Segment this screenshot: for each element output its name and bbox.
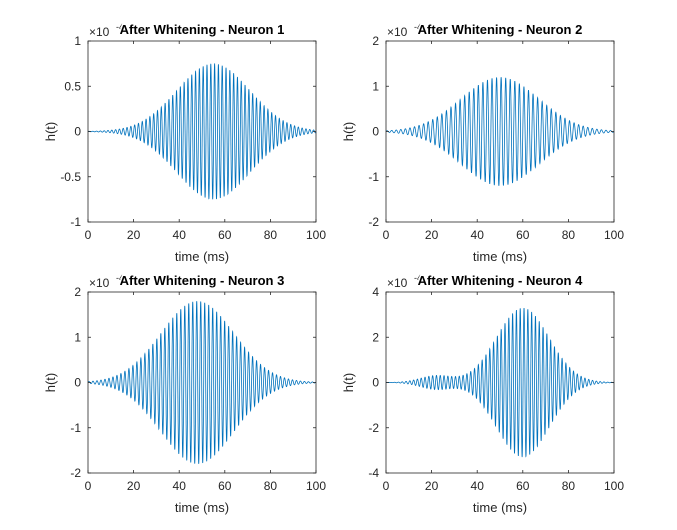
x-tick-label: 80 bbox=[562, 479, 576, 493]
x-tick-label: 0 bbox=[383, 479, 390, 493]
x-tick-label: 60 bbox=[218, 479, 232, 493]
x-axis-label: time (ms) bbox=[473, 500, 527, 515]
y-tick-label: -2 bbox=[368, 421, 379, 435]
x-tick-label: 40 bbox=[471, 479, 485, 493]
subplot-title: After Whitening - Neuron 3 bbox=[120, 273, 285, 288]
y-tick-label: -1 bbox=[70, 215, 81, 229]
y-axis-label: h(t) bbox=[43, 373, 58, 393]
y-exponent-label: ×10 bbox=[387, 276, 408, 290]
x-axis-label: time (ms) bbox=[175, 249, 229, 264]
y-tick-label: 1 bbox=[74, 34, 81, 48]
y-tick-label: -1 bbox=[70, 421, 81, 435]
x-tick-label: 80 bbox=[264, 479, 278, 493]
x-tick-label: 0 bbox=[85, 228, 92, 242]
x-axis-label: time (ms) bbox=[473, 249, 527, 264]
x-tick-label: 40 bbox=[471, 228, 485, 242]
series-line bbox=[87, 62, 317, 200]
y-tick-label: 0 bbox=[74, 376, 81, 390]
y-tick-label: 0 bbox=[372, 125, 379, 139]
y-axis-label: h(t) bbox=[43, 122, 58, 142]
y-exponent-label: ×10 bbox=[89, 25, 110, 39]
x-tick-label: 60 bbox=[218, 228, 232, 242]
x-tick-label: 60 bbox=[516, 228, 530, 242]
x-tick-label: 20 bbox=[127, 479, 141, 493]
y-tick-label: 2 bbox=[74, 285, 81, 299]
y-tick-label: -1 bbox=[368, 170, 379, 184]
y-tick-label: 0 bbox=[372, 376, 379, 390]
y-tick-label: -2 bbox=[368, 215, 379, 229]
subplot-title: After Whitening - Neuron 1 bbox=[120, 22, 285, 37]
x-axis-label: time (ms) bbox=[175, 500, 229, 515]
x-tick-label: 100 bbox=[306, 479, 326, 493]
y-tick-label: 0.5 bbox=[64, 79, 81, 93]
x-tick-label: 100 bbox=[604, 479, 624, 493]
subplot-title: After Whitening - Neuron 4 bbox=[418, 273, 583, 288]
y-tick-label: 0 bbox=[74, 125, 81, 139]
x-tick-label: 20 bbox=[425, 228, 439, 242]
y-tick-label: 2 bbox=[372, 34, 379, 48]
x-tick-label: 80 bbox=[264, 228, 278, 242]
y-tick-label: 1 bbox=[372, 79, 379, 93]
y-tick-label: 2 bbox=[372, 330, 379, 344]
y-tick-label: -2 bbox=[70, 466, 81, 480]
x-tick-label: 80 bbox=[562, 228, 576, 242]
x-tick-label: 100 bbox=[604, 228, 624, 242]
y-tick-label: -4 bbox=[368, 466, 379, 480]
subplot-title: After Whitening - Neuron 2 bbox=[418, 22, 583, 37]
x-tick-label: 0 bbox=[383, 228, 390, 242]
x-tick-label: 60 bbox=[516, 479, 530, 493]
series-line bbox=[385, 77, 615, 186]
x-tick-label: 0 bbox=[85, 479, 92, 493]
x-tick-label: 40 bbox=[173, 479, 187, 493]
x-tick-label: 40 bbox=[173, 228, 187, 242]
y-tick-label: -0.5 bbox=[60, 170, 81, 184]
x-tick-label: 100 bbox=[306, 228, 326, 242]
y-tick-label: 1 bbox=[74, 330, 81, 344]
x-tick-label: 20 bbox=[127, 228, 141, 242]
y-exponent-label: ×10 bbox=[387, 25, 408, 39]
y-exponent-power: -4 bbox=[414, 273, 422, 283]
y-axis-label: h(t) bbox=[341, 373, 356, 393]
y-axis-label: h(t) bbox=[341, 122, 356, 142]
series-line bbox=[87, 301, 317, 464]
x-tick-label: 20 bbox=[425, 479, 439, 493]
y-exponent-power: -4 bbox=[414, 22, 422, 32]
y-tick-label: 4 bbox=[372, 285, 379, 299]
series-line bbox=[385, 307, 615, 458]
y-exponent-label: ×10 bbox=[89, 276, 110, 290]
y-exponent-power: -4 bbox=[116, 22, 124, 32]
y-exponent-power: -4 bbox=[116, 273, 124, 283]
